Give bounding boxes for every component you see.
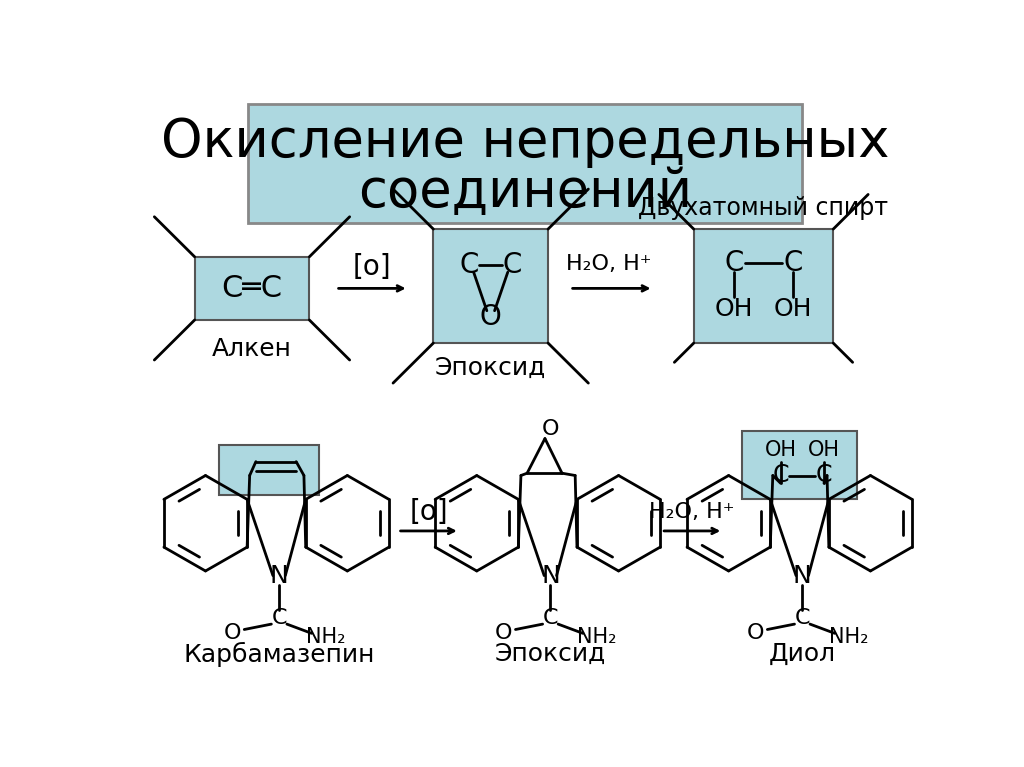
Text: [о]: [о] xyxy=(353,253,391,281)
Text: Окисление непредельных: Окисление непредельных xyxy=(161,116,889,168)
Text: OH: OH xyxy=(765,440,797,460)
Text: C: C xyxy=(783,249,803,277)
Text: O: O xyxy=(224,624,242,644)
Text: OH: OH xyxy=(808,440,840,460)
Bar xyxy=(433,229,548,343)
Text: соединений: соединений xyxy=(357,166,692,218)
Text: C: C xyxy=(460,251,478,278)
Text: O: O xyxy=(480,303,502,331)
Text: Двухатомный спирт: Двухатомный спирт xyxy=(638,196,889,219)
Text: NH₂: NH₂ xyxy=(306,627,345,647)
Bar xyxy=(693,229,834,343)
Text: C: C xyxy=(271,608,287,628)
Text: N: N xyxy=(269,564,289,588)
Bar xyxy=(741,431,856,499)
Text: O: O xyxy=(542,420,559,439)
Text: Карбамазепин: Карбамазепин xyxy=(183,641,375,667)
Bar xyxy=(195,257,309,320)
Text: Эпоксид: Эпоксид xyxy=(495,642,606,667)
Text: N: N xyxy=(793,564,812,588)
Text: Алкен: Алкен xyxy=(212,337,292,361)
Text: C: C xyxy=(816,463,833,488)
Text: C═C: C═C xyxy=(221,274,283,303)
Text: C: C xyxy=(772,463,788,488)
Text: C: C xyxy=(543,608,558,628)
Text: NH₂: NH₂ xyxy=(578,627,616,647)
Text: Эпоксид: Эпоксид xyxy=(435,356,547,380)
Text: [о]: [о] xyxy=(410,498,449,525)
Bar xyxy=(248,104,802,223)
Text: N: N xyxy=(541,564,560,588)
Text: NH₂: NH₂ xyxy=(829,627,868,647)
Text: Диол: Диол xyxy=(769,642,836,667)
Text: H₂O, H⁺: H₂O, H⁺ xyxy=(649,502,735,522)
Text: H₂O, H⁺: H₂O, H⁺ xyxy=(565,254,651,274)
Text: O: O xyxy=(746,624,765,644)
Text: O: O xyxy=(496,624,513,644)
Text: C: C xyxy=(724,249,743,277)
Text: C: C xyxy=(795,608,810,628)
Bar xyxy=(219,445,319,495)
Text: OH: OH xyxy=(715,297,754,321)
Text: C: C xyxy=(503,251,522,278)
Text: OH: OH xyxy=(774,297,812,321)
